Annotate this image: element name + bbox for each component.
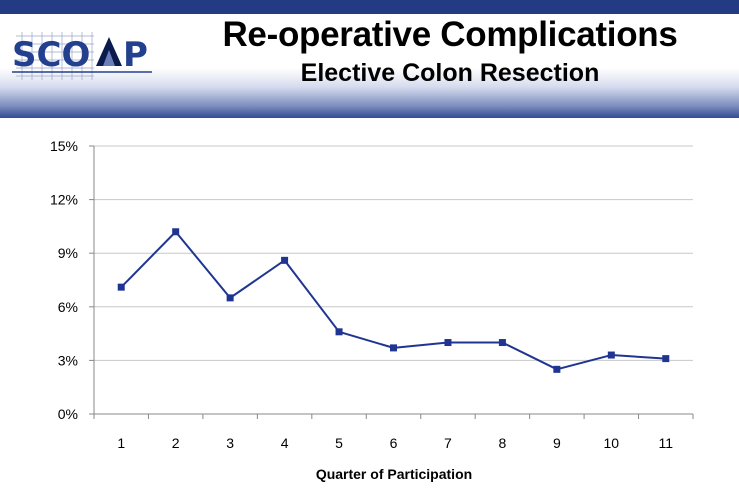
x-tick-label: 5 (335, 435, 343, 451)
x-tick-label: 11 (658, 435, 673, 451)
y-tick-label: 15% (50, 138, 78, 154)
data-point-marker (553, 365, 561, 373)
slide-header: SCO P Re-operative Complications Electiv… (0, 0, 739, 118)
x-tick-label: 1 (117, 435, 125, 451)
data-point-marker (117, 283, 125, 291)
gridlines (94, 145, 693, 361)
axes (89, 145, 694, 419)
data-point-marker (172, 228, 180, 236)
line-chart: 0% 3% 6% 9% 12% 15% 1 2 3 4 5 6 7 8 9 10 11 Quarter of … (0, 118, 739, 500)
x-tick-label: 3 (226, 435, 234, 451)
y-tick-label: 3% (58, 352, 78, 368)
data-point-marker (390, 344, 397, 352)
x-tick-label: 2 (172, 435, 180, 451)
data-point-marker (498, 339, 506, 347)
slide-subtitle: Elective Colon Resection (300, 59, 600, 87)
data-point-marker (662, 355, 670, 363)
x-tick-label: 7 (444, 435, 452, 451)
data-point-marker (226, 294, 234, 302)
logo-text-sco: SCO (12, 35, 90, 75)
y-tick-label: 12% (50, 192, 78, 208)
x-tick-label: 9 (553, 435, 561, 451)
y-tick-label: 6% (58, 299, 78, 315)
x-axis-label: Quarter of Participation (316, 466, 472, 482)
header-top-bar (0, 0, 739, 14)
logo-triangle-inner-icon (103, 50, 115, 66)
x-tick-label: 6 (390, 435, 398, 451)
data-point-marker (335, 328, 343, 336)
scoap-logo-graphic: SCO P (12, 32, 152, 80)
logo-grid-icon (16, 32, 94, 80)
data-point-marker (444, 339, 452, 347)
y-tick-label: 9% (58, 245, 78, 261)
data-point-marker (281, 256, 289, 264)
data-point-marker (607, 351, 615, 359)
scoap-logo: SCO P (12, 28, 164, 82)
x-tick-label: 4 (281, 435, 289, 451)
x-tick-label: 10 (604, 435, 620, 451)
chart-svg: 0% 3% 6% 9% 12% 15% 1 2 3 4 5 6 7 8 9 10 11 Quarter of … (50, 138, 694, 482)
y-axis-tick-labels: 0% 3% 6% 9% 12% 15% (50, 138, 78, 422)
x-axis-tick-labels: 1 2 3 4 5 6 7 8 9 10 11 (117, 435, 673, 451)
logo-text-p: P (123, 35, 148, 75)
header-gradient-band (0, 14, 739, 118)
x-tick-label: 8 (499, 435, 507, 451)
data-series (117, 228, 670, 373)
slide-title: Re-operative Complications (222, 15, 678, 54)
y-tick-label: 0% (58, 406, 78, 422)
